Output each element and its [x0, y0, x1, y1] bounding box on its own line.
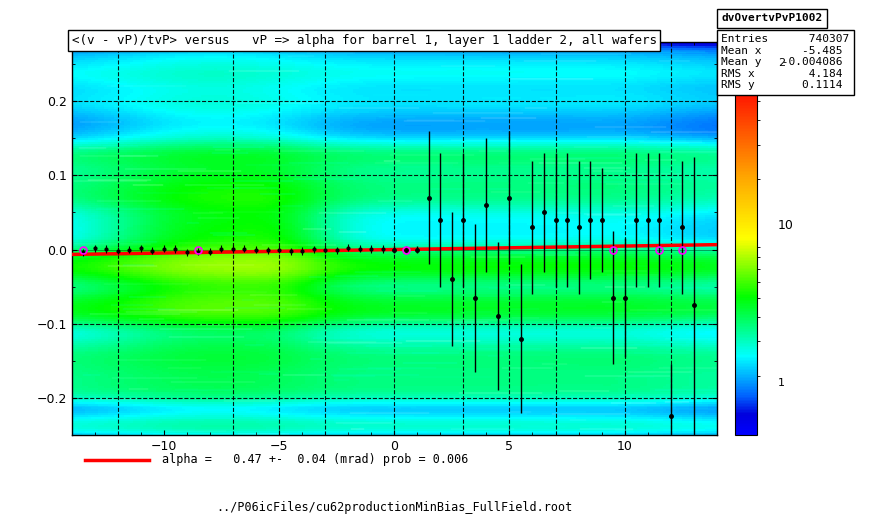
Text: alpha =   0.47 +-  0.04 (mrad) prob = 0.006: alpha = 0.47 +- 0.04 (mrad) prob = 0.006 — [162, 453, 469, 466]
Text: 1: 1 — [778, 377, 785, 388]
Text: dvOvertvPvP1002: dvOvertvPvP1002 — [721, 13, 823, 23]
Text: ../P06icFiles/cu62productionMinBias_FullField.root: ../P06icFiles/cu62productionMinBias_Full… — [216, 500, 573, 514]
Text: Entries      740307
Mean x      -5.485
Mean y   -0.004086
RMS x        4.184
RMS: Entries 740307 Mean x -5.485 Mean y -0.0… — [721, 34, 849, 91]
Text: 2: 2 — [778, 58, 785, 68]
Text: 10: 10 — [778, 219, 794, 232]
Text: <(v - vP)/tvP> versus   vP => alpha for barrel 1, layer 1 ladder 2, all wafers: <(v - vP)/tvP> versus vP => alpha for ba… — [72, 34, 657, 47]
